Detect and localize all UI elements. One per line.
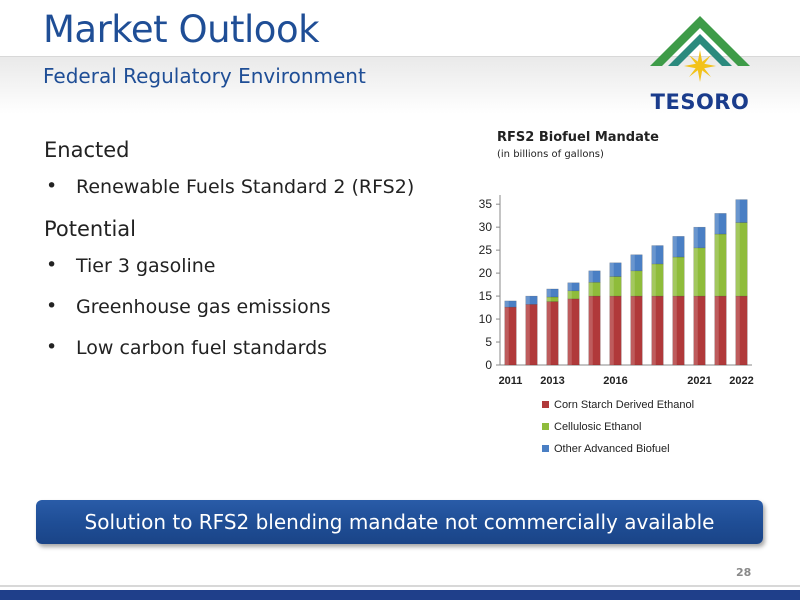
bar-segment [525, 295, 538, 305]
y-tick-label: 30 [479, 220, 493, 234]
bar-highlight [567, 282, 572, 291]
bullet-glyph: • [46, 295, 58, 317]
bar-segment [567, 282, 580, 292]
y-tick-label: 20 [479, 266, 493, 280]
bar-segment [735, 199, 748, 223]
tesoro-logo-icon [650, 16, 750, 82]
chart-title: RFS2 Biofuel Mandate [497, 130, 659, 145]
footer-divider [0, 585, 800, 587]
bar-segment [651, 245, 664, 265]
bullet-glyph: • [46, 254, 58, 276]
bar-highlight [609, 296, 614, 365]
bar-highlight [630, 254, 635, 271]
x-tick-label: 2022 [729, 375, 753, 387]
bar-highlight [672, 236, 677, 258]
legend-label: Other Advanced Biofuel [554, 443, 670, 455]
bar-highlight [693, 296, 698, 365]
bar-segment [504, 300, 517, 308]
list-item: • Low carbon fuel standards [44, 336, 414, 359]
enacted-heading: Enacted [44, 138, 130, 162]
x-tick-label: 2021 [687, 375, 711, 387]
legend-swatch [542, 423, 549, 430]
legend-label: Cellulosic Ethanol [554, 421, 641, 433]
page-subtitle: Federal Regulatory Environment [43, 64, 366, 88]
bar-highlight [567, 298, 572, 365]
bar-highlight [735, 296, 740, 365]
list-item: • Greenhouse gas emissions [44, 295, 414, 318]
bar-highlight [672, 296, 677, 365]
bar-highlight [651, 263, 656, 297]
y-tick-label: 15 [479, 289, 493, 303]
bar-highlight [588, 282, 593, 297]
legend-swatch [542, 401, 549, 408]
bar-highlight [504, 307, 509, 365]
banner-text: Solution to RFS2 blending mandate not co… [84, 510, 715, 534]
y-tick-label: 35 [479, 197, 493, 211]
bar-segment [693, 226, 706, 249]
header-band [0, 56, 800, 114]
legend-swatch [542, 445, 549, 452]
bar-highlight [546, 288, 551, 297]
legend-label: Corn Starch Derived Ethanol [554, 399, 694, 411]
y-tick-label: 0 [485, 358, 492, 372]
page-title: Market Outlook [43, 8, 320, 51]
list-item: • Renewable Fuels Standard 2 (RFS2) [44, 175, 415, 198]
x-tick-label: 2011 [499, 375, 523, 387]
list-item-text: Renewable Fuels Standard 2 (RFS2) [76, 176, 415, 198]
bar-segment [630, 254, 643, 272]
x-tick-label: 2016 [603, 375, 627, 387]
list-item: • Tier 3 gasoline [44, 254, 414, 277]
bar-highlight [609, 276, 614, 297]
bar-segment [672, 236, 685, 258]
bar-highlight [693, 247, 698, 297]
bar-segment [714, 213, 727, 235]
bar-highlight [504, 300, 509, 308]
y-tick-label: 25 [479, 243, 493, 257]
list-item-text: Tier 3 gasoline [76, 255, 216, 277]
page-number: 28 [736, 566, 752, 579]
bar-highlight [672, 257, 677, 297]
potential-heading: Potential [44, 217, 136, 241]
bar-highlight [630, 296, 635, 365]
biofuel-chart: 0 5 10 15 20 25 30 35 2011 2013 2016 2021 2022 Corn S… [479, 195, 754, 455]
bar-segment [588, 270, 601, 283]
bar-segment [630, 270, 643, 297]
conclusion-banner: Solution to RFS2 blending mandate not co… [36, 500, 763, 544]
list-item-text: Greenhouse gas emissions [76, 296, 331, 318]
list-item-text: Low carbon fuel standards [76, 337, 328, 359]
bar-highlight [693, 227, 698, 248]
bullet-glyph: • [46, 175, 58, 197]
bar-highlight [651, 245, 656, 264]
y-tick-label: 10 [479, 312, 493, 326]
bar-highlight [651, 296, 656, 365]
bar-highlight [567, 290, 572, 299]
bar-highlight [735, 222, 740, 297]
bar-highlight [546, 297, 551, 302]
bar-highlight [588, 296, 593, 365]
bar-highlight [525, 296, 530, 305]
bar-highlight [630, 270, 635, 297]
bar-segment [567, 298, 580, 366]
bar-segment [546, 288, 559, 298]
x-tick-label: 2013 [540, 375, 564, 387]
logo-text: TESORO [650, 90, 750, 114]
bar-highlight [525, 304, 530, 365]
footer-bar [0, 590, 800, 600]
bar-segment [609, 262, 622, 277]
y-tick-label: 5 [485, 335, 492, 349]
bar-highlight [588, 270, 593, 283]
bullet-list: Enacted • Renewable Fuels Standard 2 (RF… [44, 138, 414, 378]
bar-highlight [609, 262, 614, 277]
bar-highlight [714, 234, 719, 297]
bullet-glyph: • [46, 336, 58, 358]
bar-highlight [546, 301, 551, 365]
bar-highlight [735, 199, 740, 223]
chart-subtitle: (in billions of gallons) [497, 149, 604, 160]
bar-highlight [714, 296, 719, 365]
bar-highlight [714, 213, 719, 235]
